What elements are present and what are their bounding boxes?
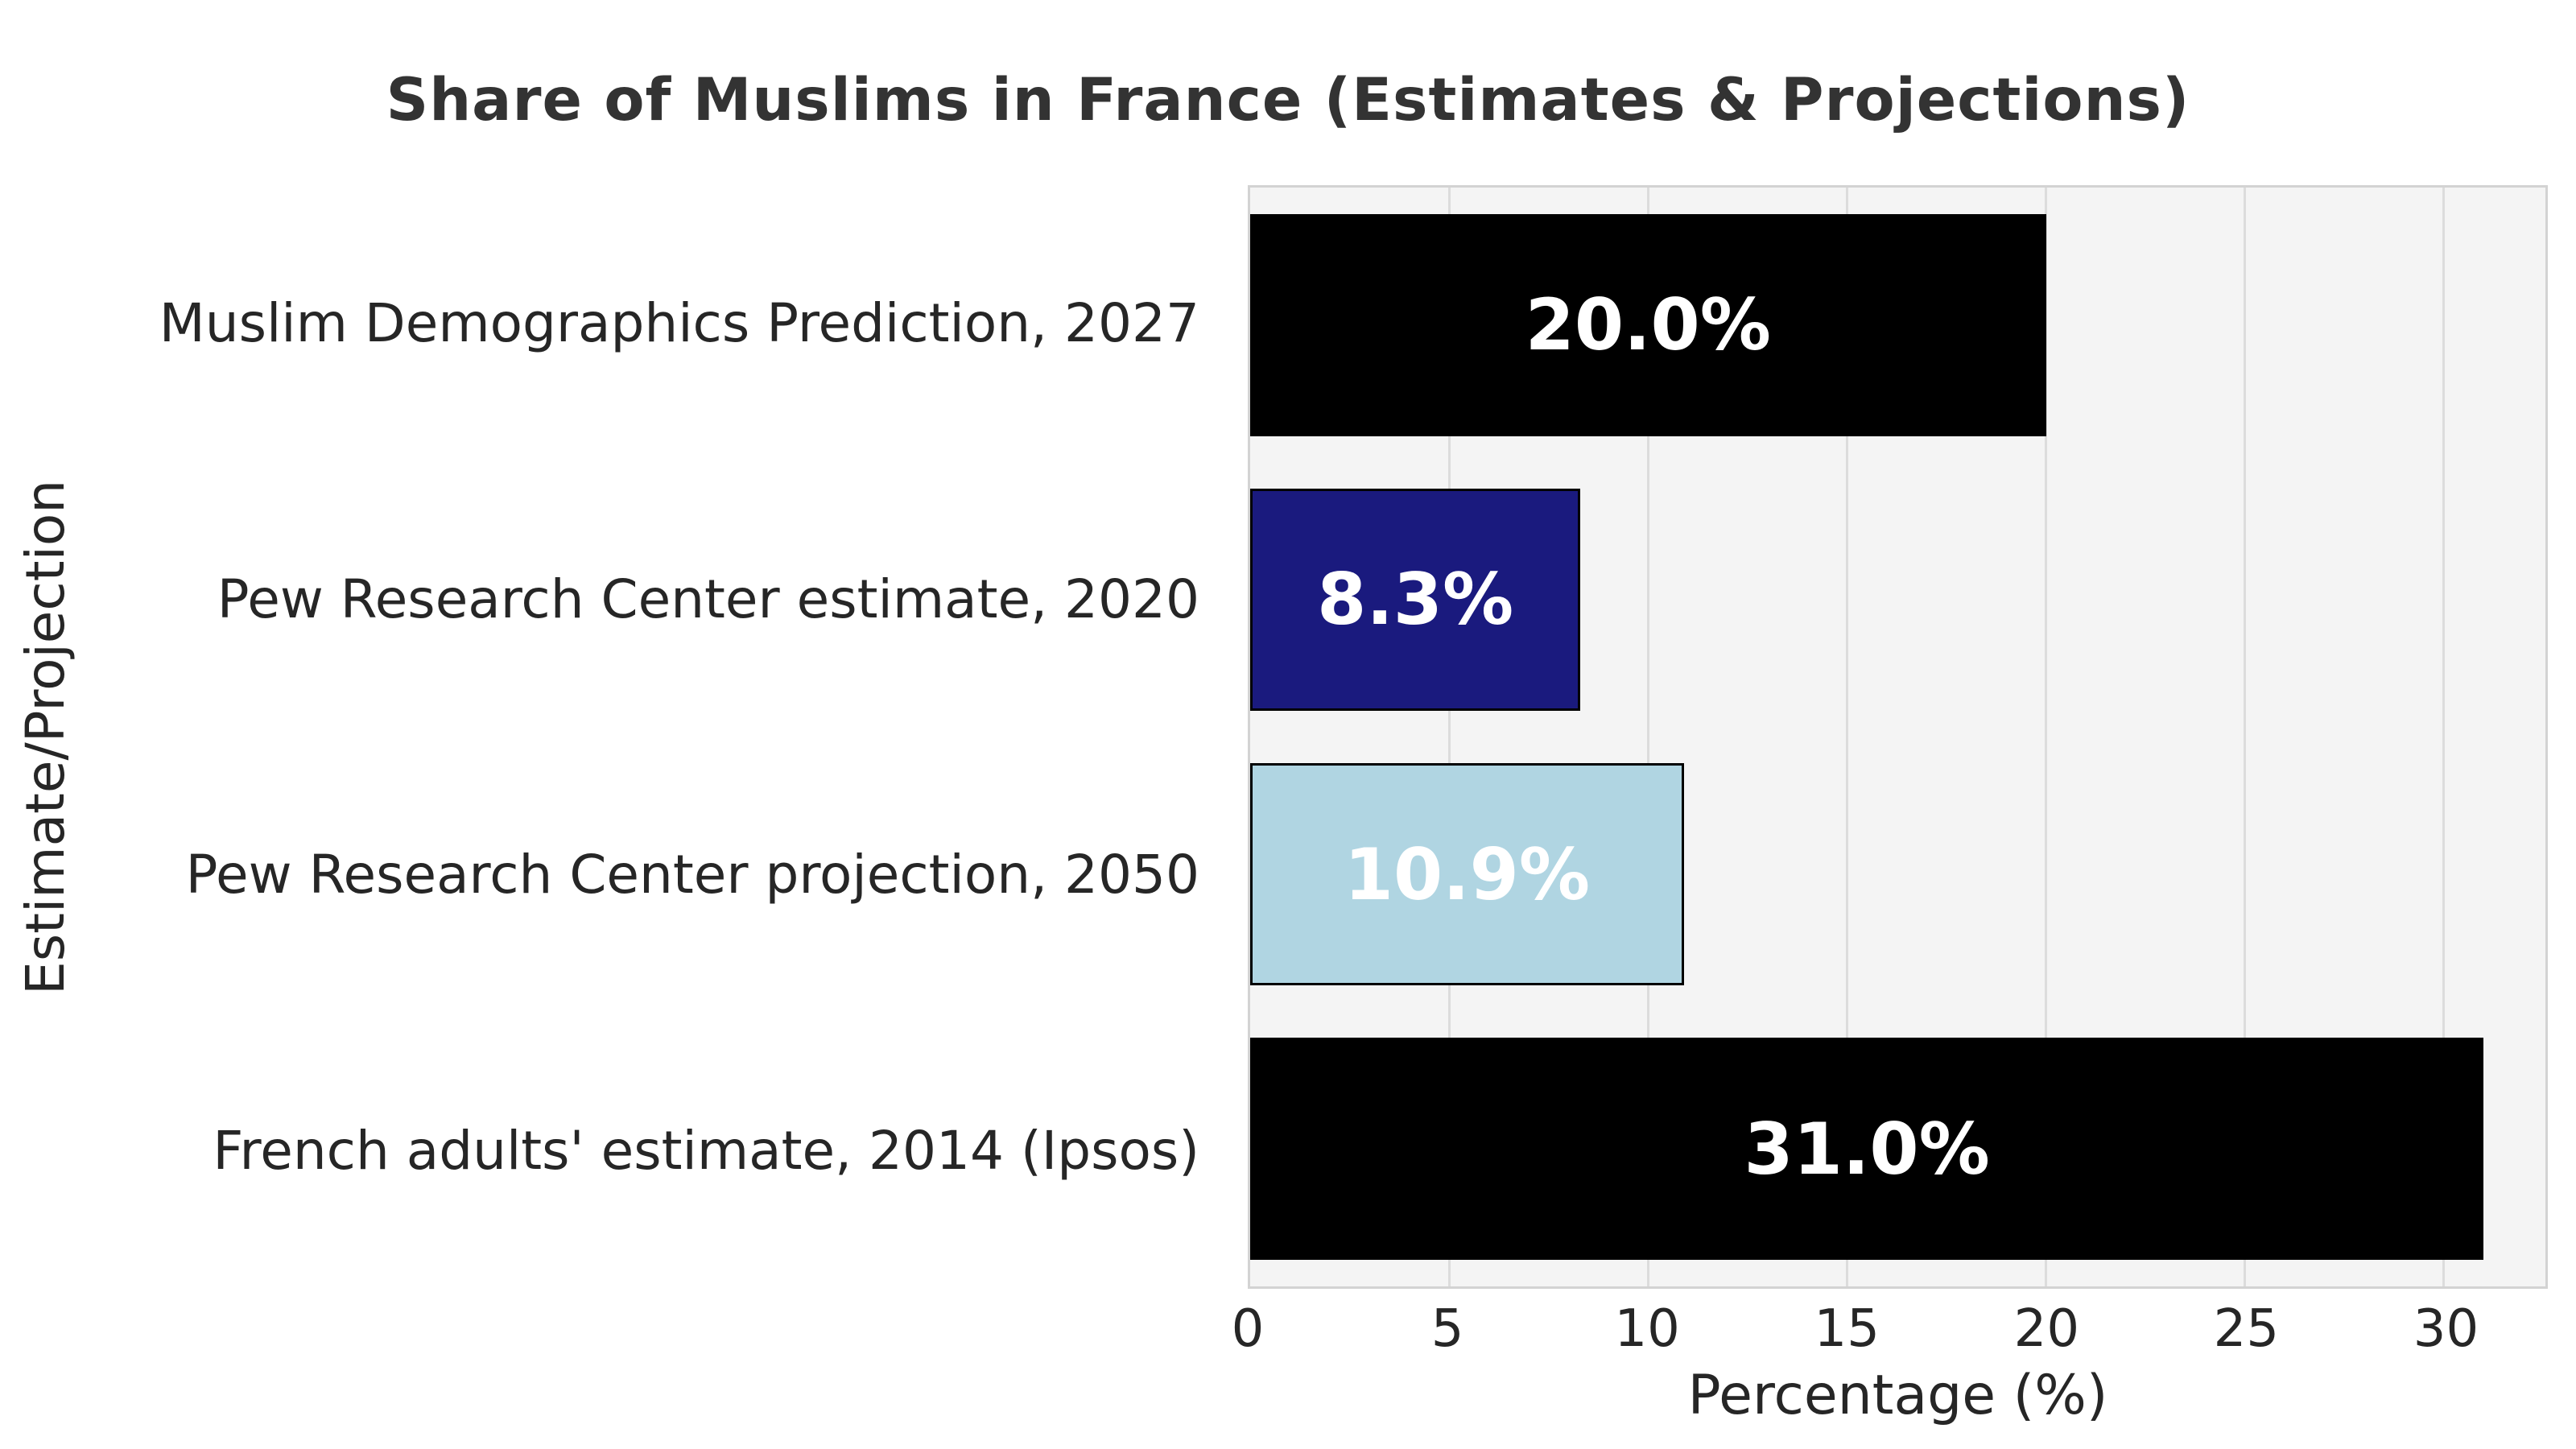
bar-row: 20.0% <box>1250 188 2545 462</box>
grid-line <box>2244 188 2247 1286</box>
x-tick-label: 5 <box>1430 1299 1464 1359</box>
category-label: Muslim Demographics Prediction, 2027 <box>159 291 1199 354</box>
x-axis-label: Percentage (%) <box>1687 1364 2108 1427</box>
bar: 8.3% <box>1250 488 1581 711</box>
plot-area: 20.0% 8.3% 10.9% 31.0% <box>1248 185 2548 1289</box>
category-label: French adults' estimate, 2014 (Ipsos) <box>213 1120 1199 1183</box>
grid-line <box>1447 188 1451 1286</box>
grid-line <box>1646 188 1649 1286</box>
x-tick-label: 15 <box>1814 1299 1880 1359</box>
bar: 20.0% <box>1250 213 2046 436</box>
x-tick-label: 20 <box>2013 1299 2080 1359</box>
grid-line <box>2045 188 2048 1286</box>
x-axis-ticks: 0 5 10 15 20 25 30 <box>1232 1299 2548 1364</box>
bar-row: 8.3% <box>1250 462 2545 737</box>
category-label: Pew Research Center projection, 2050 <box>185 844 1199 906</box>
bar-value-label: 8.3% <box>1317 558 1514 642</box>
bar: 10.9% <box>1250 763 1684 986</box>
y-axis-category-labels: Muslim Demographics Prediction, 2027 Pew … <box>0 185 1199 1289</box>
bar-value-label: 31.0% <box>1744 1107 1990 1191</box>
bar-value-label: 20.0% <box>1525 283 1771 367</box>
bar-value-label: 10.9% <box>1344 832 1591 916</box>
x-tick-label: 10 <box>1614 1299 1680 1359</box>
category-label: Pew Research Center estimate, 2020 <box>217 568 1199 630</box>
x-tick-label: 0 <box>1231 1299 1265 1359</box>
bar-row: 10.9% <box>1250 737 2545 1012</box>
bar: 31.0% <box>1250 1038 2484 1261</box>
grid-line <box>1845 188 1848 1286</box>
bar-row: 31.0% <box>1250 1012 2545 1286</box>
chart-title: Share of Muslims in France (Estimates & … <box>386 66 2190 134</box>
x-tick-label: 25 <box>2213 1299 2280 1359</box>
grid-line <box>2442 188 2446 1286</box>
x-tick-label: 30 <box>2413 1299 2479 1359</box>
